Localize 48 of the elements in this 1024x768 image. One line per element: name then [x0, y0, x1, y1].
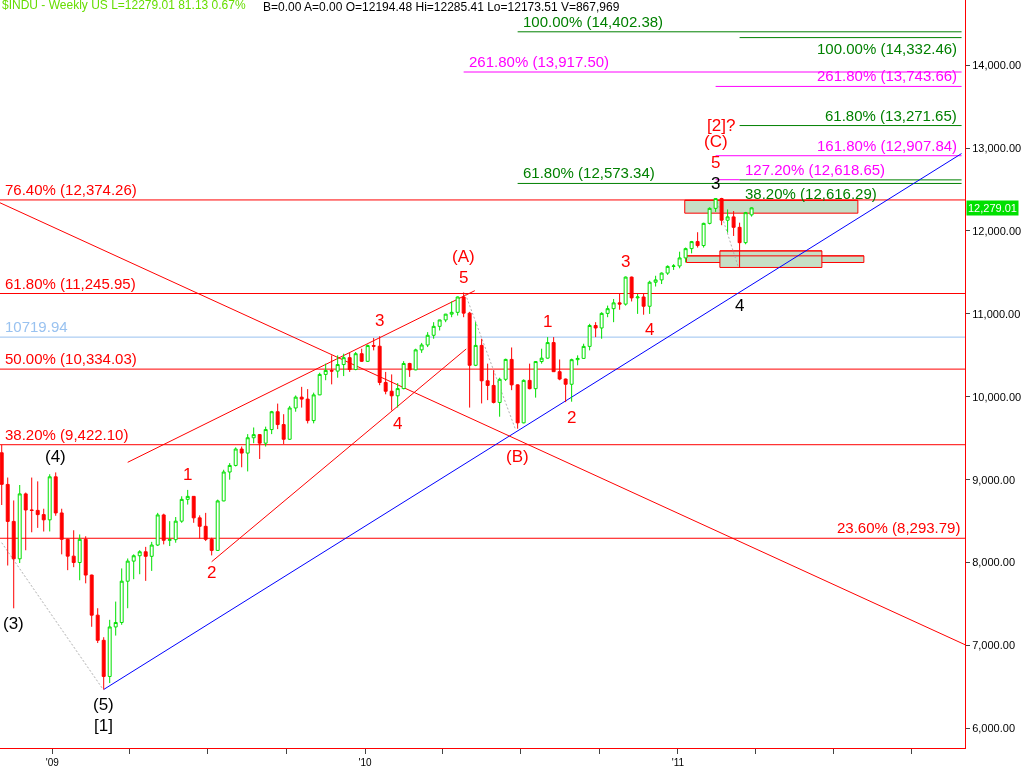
- chart-title: $INDU - Weekly US L=12279.01 81.13 0.67%: [2, 0, 246, 13]
- y-tick-label: 10,000.00: [972, 390, 1022, 403]
- series-label: 38.20% (12,616.29): [745, 185, 877, 202]
- annotation: (B): [506, 447, 529, 466]
- text: 12,279.01: [968, 202, 1017, 214]
- y-tick-label: 12,000.00: [972, 224, 1022, 237]
- annotation: (5): [93, 695, 114, 714]
- ref-line-label: 76.40% (12,374.26): [5, 181, 137, 198]
- annotation: 3: [375, 311, 385, 330]
- annotation: [1]: [94, 716, 113, 735]
- series-label: 100.00% (14,332.46): [817, 40, 958, 57]
- annotation: 2: [567, 408, 577, 427]
- series-label: 100.00% (14,402.38): [523, 13, 664, 30]
- x-tick-label: '09: [45, 757, 60, 768]
- annotation: 1: [183, 465, 193, 484]
- series-label: 61.80% (13,271.65): [825, 107, 957, 124]
- y-tick-label: 14,000.00: [972, 59, 1022, 72]
- annotation: (4): [45, 447, 66, 466]
- y-tick-label: 6,000.00: [972, 722, 1016, 735]
- annotation: (A): [452, 247, 475, 266]
- series-label: 161.80% (12,907.84): [817, 137, 958, 154]
- ref-line-label: 10719.94: [5, 318, 68, 335]
- x-tick-label: '10: [358, 757, 373, 768]
- y-tick-label: 7,000.00: [972, 639, 1016, 652]
- annotation: 2: [207, 563, 217, 582]
- y-tick-label: 9,000.00: [972, 473, 1016, 486]
- chart-subtitle: B=0.00 A=0.00 O=12194.48 Hi=12285.41 Lo=12173.51 V=867,969: [263, 0, 620, 14]
- annotation: 3: [621, 252, 631, 271]
- annotation: 4: [735, 296, 745, 315]
- ref-line-label: 38.20% (9,422.10): [5, 426, 129, 443]
- annotation: [2]?: [707, 116, 736, 135]
- annotation: 4: [393, 414, 403, 433]
- ref-line-label: 23.60% (8,293.79): [837, 519, 961, 536]
- ref-line-label: 61.80% (11,245.95): [5, 275, 136, 292]
- ref-line-label: 50.00% (10,334.03): [5, 350, 137, 367]
- series-label: 261.80% (13,743.66): [817, 67, 958, 84]
- annotation: (3): [3, 614, 24, 633]
- y-tick-label: 13,000.00: [972, 141, 1022, 154]
- series-label: 127.20% (12,618.65): [745, 161, 886, 178]
- y-tick-label: 8,000.00: [972, 556, 1016, 569]
- annotation: 5: [711, 153, 721, 172]
- annotation: 1: [543, 312, 553, 331]
- x-tick-label: '11: [671, 757, 685, 768]
- y-tick-label: 11,000.00: [972, 307, 1021, 320]
- annotation: 5: [459, 268, 469, 287]
- series-label: 61.80% (12,573.34): [523, 164, 655, 181]
- series-label: 261.80% (13,917.50): [469, 53, 610, 70]
- annotation: 4: [645, 320, 655, 339]
